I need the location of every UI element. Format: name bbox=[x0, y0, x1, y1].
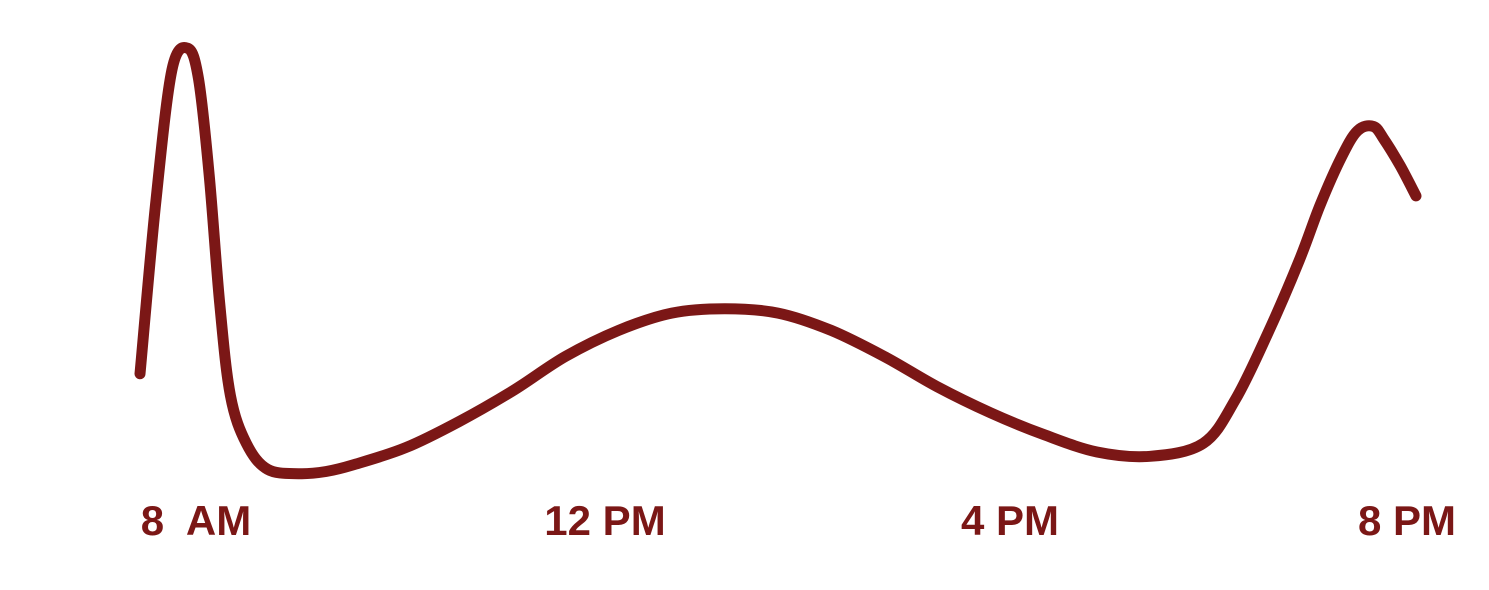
x-tick-label: 12 PM bbox=[544, 497, 665, 544]
series-line-0 bbox=[134, 42, 1422, 480]
series-layer bbox=[134, 42, 1422, 480]
x-tick-label: 8 AM bbox=[141, 497, 251, 544]
x-tick-label: 8 PM bbox=[1358, 497, 1456, 544]
x-axis-ticks: 8 AM 12 PM 4 PM 8 PM bbox=[141, 497, 1456, 544]
x-tick-label: 4 PM bbox=[961, 497, 1059, 544]
